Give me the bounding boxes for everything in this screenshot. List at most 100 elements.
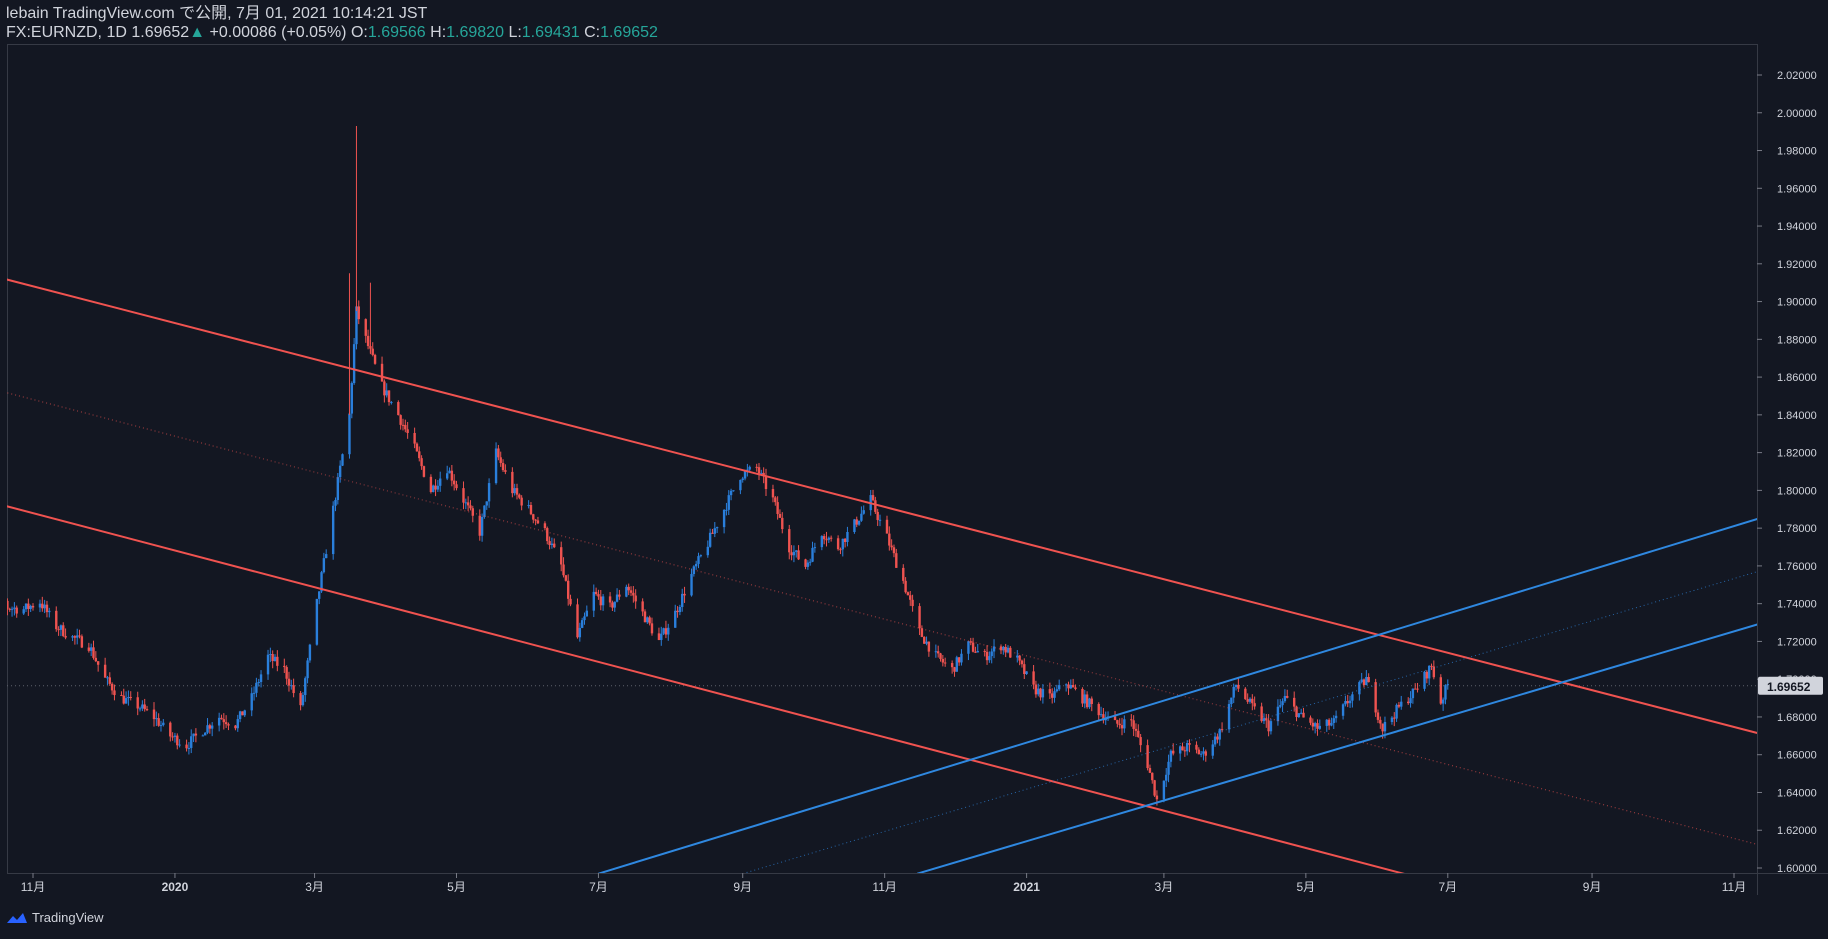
candle-body [885,519,889,534]
candle [846,526,849,547]
candle [560,541,563,572]
candle [1071,678,1075,688]
candle [1269,718,1273,735]
candle-body [1332,718,1335,723]
candle-body [1416,688,1419,690]
candle [1137,724,1140,738]
candle-body [643,611,647,623]
candle-body [1302,712,1305,718]
candle-body [92,647,95,658]
candle-body [120,695,123,697]
candle-body [809,561,812,563]
candle [308,643,312,663]
candle-body [1400,701,1403,707]
candle [159,720,163,732]
candle [692,565,696,577]
candle [41,596,44,612]
candle [1055,684,1059,693]
price-tick-label: 1.94000 [1777,221,1817,233]
candle-body [1311,722,1315,727]
candles [7,300,1449,806]
candle [632,586,635,603]
candle-body [171,736,174,738]
candle-body [676,610,679,613]
candle-body [708,532,712,547]
candle-body [222,719,226,723]
candle [813,542,817,553]
candle [404,419,407,433]
candle [15,605,18,618]
price-tick-label: 2.00000 [1777,108,1817,120]
candle-body [1185,743,1189,752]
candle-body [855,519,858,525]
publish-info: lebain TradingView.com で公開, 7月 01, 2021 … [6,5,428,22]
price-tick-label: 1.72000 [1777,636,1817,648]
candle-body [697,556,700,564]
candle [564,574,568,582]
candle-body [839,549,842,551]
candle [243,709,246,718]
candle-body [902,567,905,581]
candle-body [1067,684,1070,689]
candle [825,531,828,547]
price-tick-label: 1.92000 [1777,259,1817,271]
candle-body [1216,736,1219,740]
current-price-label: 1.69652 [1767,680,1811,694]
candle [76,628,79,645]
candle-body [469,505,472,509]
candle [1446,679,1449,690]
candle [292,678,295,698]
candle-body [566,580,570,599]
candle [725,502,728,516]
candle [1430,663,1433,671]
candle-body [813,547,817,549]
candle-body [15,607,18,614]
candle-body [543,523,547,529]
candle-body [527,505,530,507]
candle-body [553,543,556,548]
close-label: C: [584,24,601,41]
candle [273,654,277,662]
candle [1218,728,1221,746]
close-value: 1.69652 [600,24,658,41]
candle [1253,696,1256,710]
candle [173,732,177,743]
candle-body [1006,647,1010,653]
candle [1118,718,1121,729]
candle [643,609,647,623]
candle [1411,688,1415,704]
candle-body [29,605,32,609]
candle [1311,718,1315,731]
candle [276,650,279,672]
red-channel-lower [7,505,1405,873]
candle-body [1409,698,1412,704]
candle [953,666,956,677]
candle-body [238,711,242,720]
candle-body [795,550,798,552]
candle-body [1293,697,1296,707]
candle [1379,716,1382,729]
candle-body [1367,677,1370,683]
candle [950,660,954,674]
candle-body [920,628,924,637]
candle [1085,691,1089,709]
candle-body [217,717,221,726]
candle-body [234,725,237,729]
plot-frame [7,44,1758,874]
candle [771,484,775,503]
candle-body [497,448,500,458]
candle [1260,702,1263,723]
candle [1232,683,1235,704]
candle-body [1286,695,1289,698]
candle-body [255,682,258,693]
candle-body [611,602,614,608]
candle-body [155,718,158,720]
candle [71,635,74,642]
candle-body [532,514,535,520]
candle-body [1425,671,1429,679]
candle [348,411,351,459]
candle [27,598,30,616]
candle-body [1234,684,1238,687]
candle [706,540,710,558]
